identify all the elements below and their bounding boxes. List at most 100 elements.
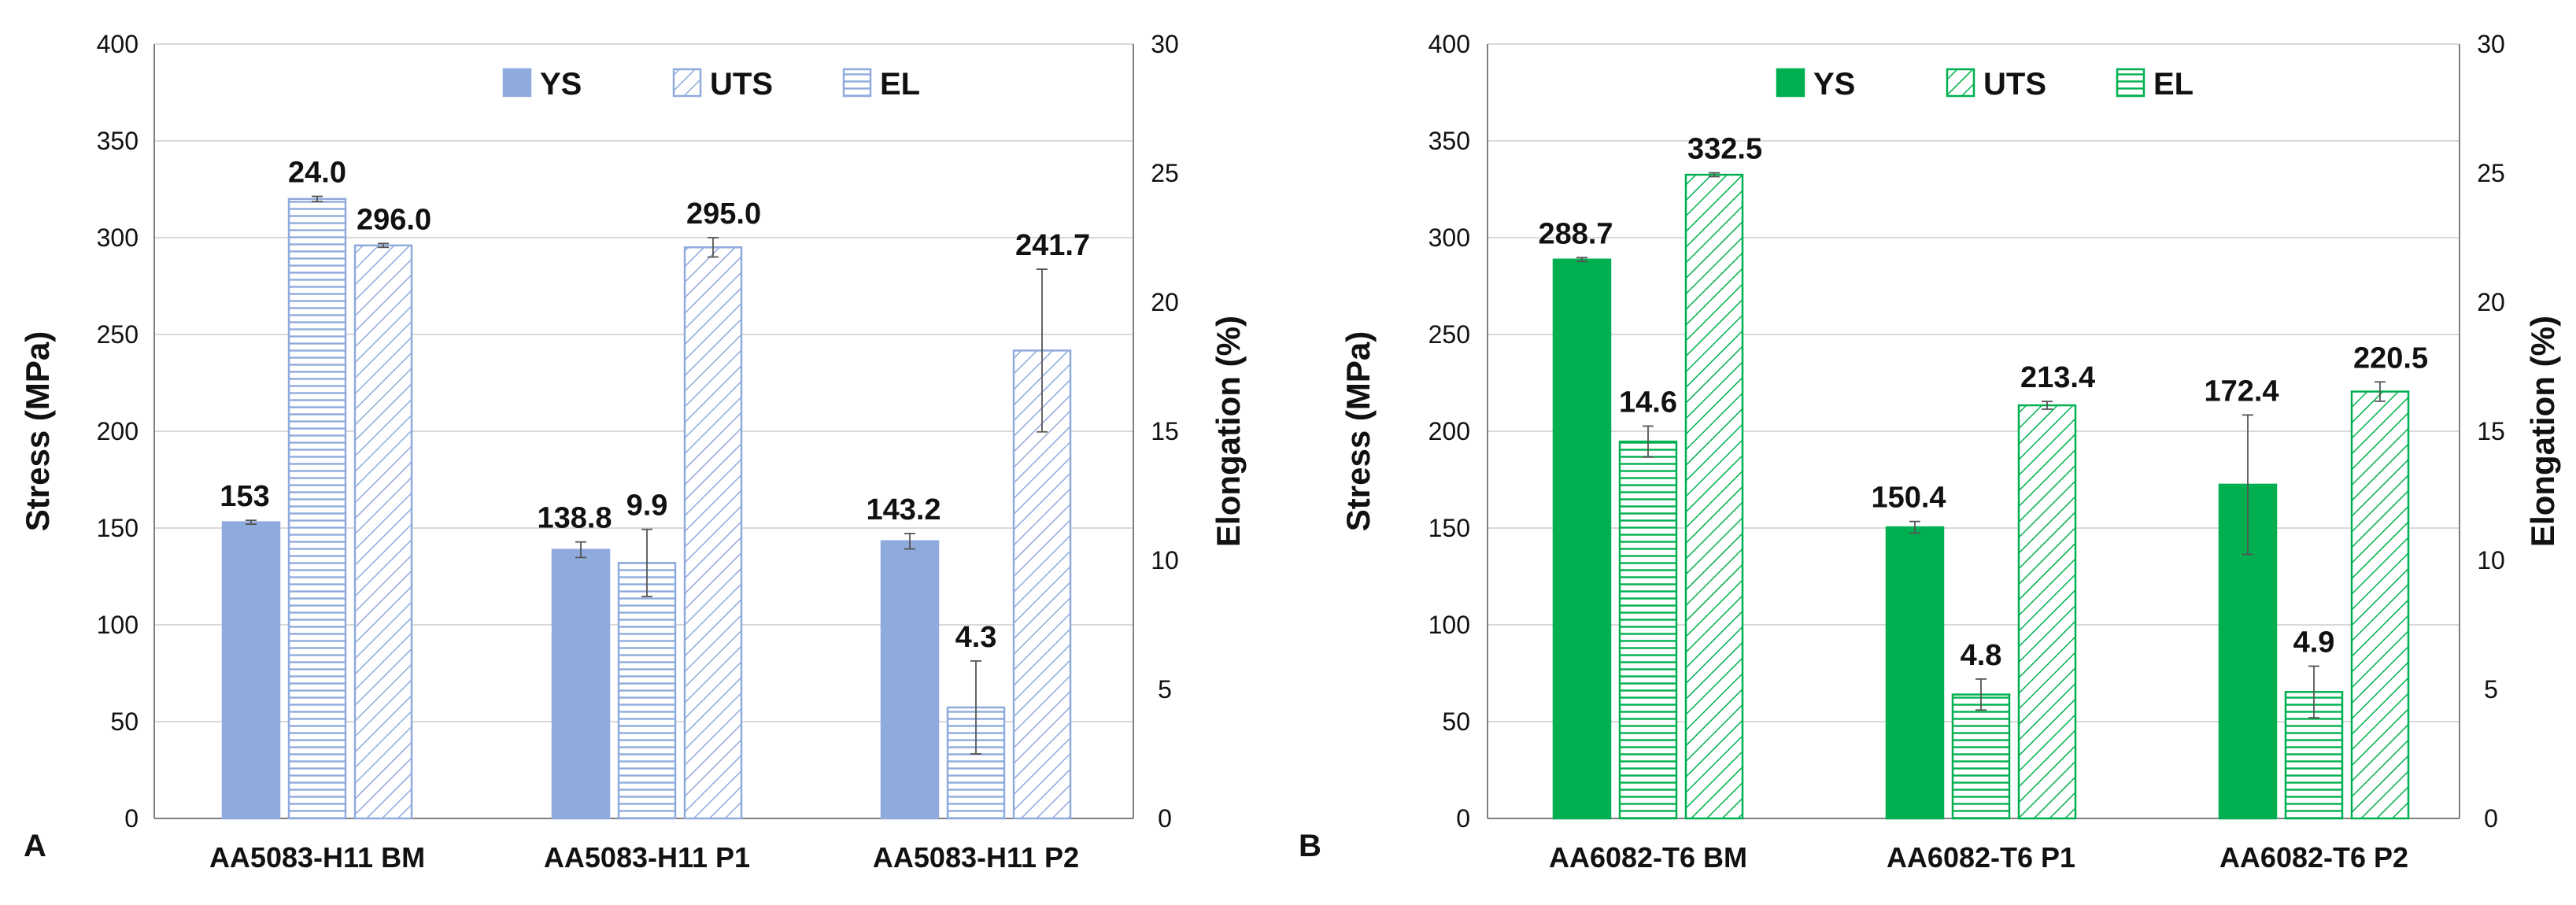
error-bar bbox=[312, 195, 323, 202]
y2-tick-label: 25 bbox=[2477, 159, 2505, 187]
bar-uts bbox=[683, 246, 743, 820]
data-label: 24.0 bbox=[288, 157, 346, 190]
data-label: 138.8 bbox=[537, 502, 612, 535]
y2-axis-title: Elongation (%) bbox=[1210, 316, 1247, 547]
y-tick-label: 250 bbox=[1428, 320, 1470, 349]
bar-el bbox=[287, 198, 347, 820]
y-tick-label: 200 bbox=[1428, 417, 1470, 445]
legend-swatch-ys bbox=[1776, 68, 1805, 98]
y-tick-label: 350 bbox=[1428, 127, 1470, 155]
y2-tick-label: 30 bbox=[2477, 30, 2505, 58]
y-axis-title: Stress (MPa) bbox=[19, 331, 56, 531]
error-bar bbox=[246, 519, 257, 525]
error-bar bbox=[708, 237, 719, 258]
panel-label: A bbox=[24, 829, 46, 863]
y-tick-label: 400 bbox=[97, 30, 139, 58]
bar-uts bbox=[1684, 173, 1744, 820]
y-tick-label: 250 bbox=[97, 320, 139, 349]
data-label: 288.7 bbox=[1538, 217, 1613, 250]
y-axis-title: Stress (MPa) bbox=[1340, 331, 1377, 531]
legend-label: YS bbox=[540, 67, 582, 102]
bar-ys bbox=[1885, 526, 1945, 820]
error-bar bbox=[1037, 268, 1048, 433]
y-tick-label: 100 bbox=[97, 611, 139, 639]
error-bar bbox=[1909, 520, 1920, 534]
legend-label: EL bbox=[2153, 67, 2193, 102]
error-bar bbox=[641, 528, 652, 597]
error-bar bbox=[1709, 172, 1720, 178]
chart-panel-b: 0 50 100 150 200 250 300 350 400 0 5 10 15 20 25 30 Stre… bbox=[1299, 30, 2561, 874]
bar-uts bbox=[353, 244, 413, 820]
bar-uts bbox=[2017, 404, 2077, 820]
error-bar bbox=[904, 532, 915, 550]
data-label: 172.4 bbox=[2204, 375, 2278, 408]
y-tick-label: 350 bbox=[97, 127, 139, 155]
y-tick-label: 50 bbox=[1442, 707, 1470, 736]
y2-tick-label: 10 bbox=[2477, 546, 2505, 574]
legend-label: YS bbox=[1813, 67, 1855, 102]
y-tick-label: 400 bbox=[1428, 30, 1470, 58]
y-tick-label: 200 bbox=[97, 417, 139, 445]
data-label: 241.7 bbox=[1015, 229, 1090, 262]
legend-swatch-ys bbox=[502, 68, 532, 98]
category-label: AA5083-H11 P2 bbox=[873, 841, 1079, 874]
legend-label: EL bbox=[880, 67, 920, 102]
data-label: 143.2 bbox=[866, 493, 941, 526]
data-label: 332.5 bbox=[1687, 133, 1762, 166]
category-label: AA6082-T6 P1 bbox=[1887, 841, 2075, 874]
bar-ys bbox=[221, 521, 281, 820]
error-bar bbox=[2308, 665, 2319, 718]
bar-ys bbox=[1552, 258, 1612, 820]
data-label: 4.3 bbox=[955, 621, 997, 654]
y2-tick-label: 15 bbox=[1151, 417, 1179, 445]
category-label: AA6082-T6 BM bbox=[1549, 841, 1747, 874]
data-label: 9.9 bbox=[626, 489, 668, 523]
legend-swatch-el bbox=[2116, 68, 2145, 98]
panel-label: B bbox=[1299, 829, 1321, 863]
y2-tick-label: 10 bbox=[1151, 546, 1179, 574]
y-tick-label: 50 bbox=[110, 707, 139, 736]
legend-label: UTS bbox=[710, 67, 773, 102]
y2-tick-label: 5 bbox=[1158, 675, 1172, 704]
bar-el bbox=[1618, 440, 1678, 820]
error-bar bbox=[970, 660, 981, 755]
error-bar bbox=[1576, 257, 1587, 263]
data-label: 14.6 bbox=[1619, 386, 1677, 419]
y2-tick-label: 30 bbox=[1151, 30, 1179, 58]
legend-label: UTS bbox=[1983, 67, 2046, 102]
bar-ys bbox=[880, 540, 940, 820]
data-label: 4.8 bbox=[1961, 639, 2002, 672]
legend-swatch-el bbox=[842, 68, 872, 98]
data-label: 4.9 bbox=[2293, 626, 2335, 659]
category-label: AA5083-H11 P1 bbox=[544, 841, 750, 874]
legend: YS UTS EL bbox=[1776, 67, 2193, 102]
error-bar bbox=[2375, 381, 2386, 402]
y2-tick-label: 15 bbox=[2477, 417, 2505, 445]
legend-swatch-uts bbox=[672, 68, 702, 98]
category-label: AA5083-H11 BM bbox=[209, 841, 425, 874]
bar-el bbox=[617, 562, 677, 820]
y-tick-label: 0 bbox=[1456, 804, 1470, 833]
data-label: 153 bbox=[220, 480, 269, 513]
error-bar bbox=[1643, 425, 1654, 458]
error-bar bbox=[575, 541, 586, 559]
category-label: AA6082-T6 P2 bbox=[2219, 841, 2408, 874]
y-tick-label: 300 bbox=[1428, 223, 1470, 252]
legend: YS UTS EL bbox=[502, 67, 920, 102]
y2-tick-label: 25 bbox=[1151, 159, 1179, 187]
bar-ys bbox=[551, 549, 611, 820]
y2-tick-label: 0 bbox=[2484, 804, 2498, 833]
data-label: 296.0 bbox=[357, 203, 431, 236]
y-tick-label: 0 bbox=[124, 804, 139, 833]
bar-uts bbox=[2350, 390, 2410, 820]
y2-tick-label: 0 bbox=[1158, 804, 1172, 833]
data-label: 150.4 bbox=[1871, 482, 1946, 515]
chart-panel-a: 0 50 100 150 200 250 300 350 400 0 5 10 15 20 25 30 Stre… bbox=[19, 30, 1247, 874]
legend-swatch-uts bbox=[1946, 68, 1975, 98]
bar-el bbox=[1951, 693, 2011, 820]
y2-tick-label: 20 bbox=[2477, 288, 2505, 316]
error-bar bbox=[2042, 401, 2053, 410]
y2-tick-label: 5 bbox=[2484, 675, 2498, 704]
error-bar bbox=[2242, 414, 2253, 556]
